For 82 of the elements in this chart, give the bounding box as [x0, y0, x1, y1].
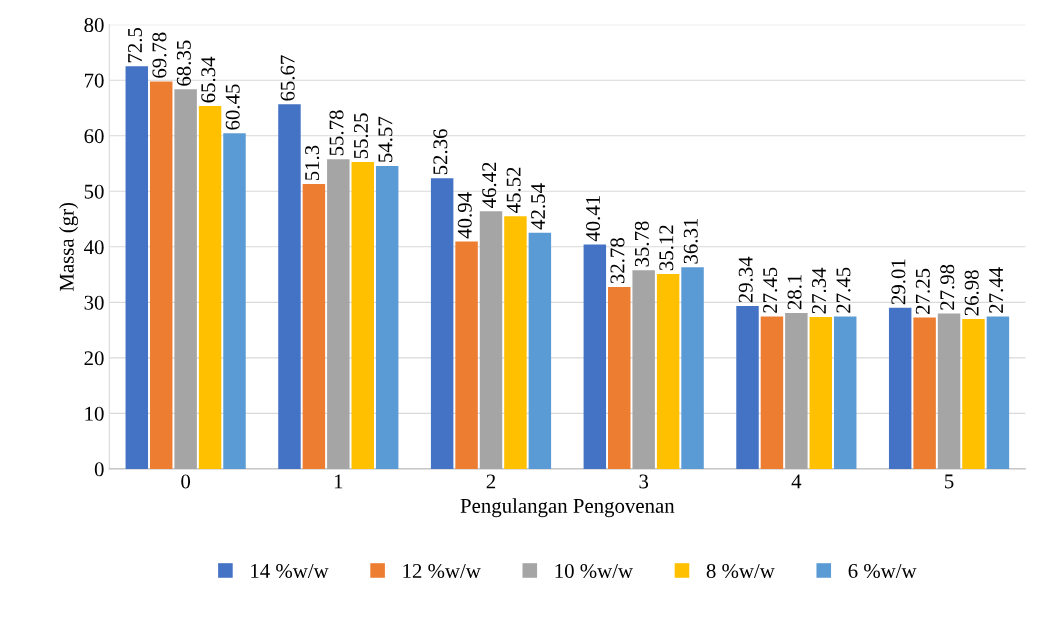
- data-label: 27.45: [763, 267, 778, 313]
- x-tick-label: 0: [181, 474, 191, 489]
- bar: [430, 178, 454, 469]
- bar: [375, 165, 399, 469]
- bar: [351, 162, 374, 469]
- bar: [986, 316, 1010, 469]
- legend-label: 12 %w/w: [403, 563, 481, 579]
- bar: [809, 317, 833, 469]
- data-label: 27.98: [940, 264, 955, 310]
- data-label: 51.3: [305, 145, 320, 181]
- y-tick-label: 30: [84, 295, 104, 310]
- data-label: 27.45: [836, 267, 851, 313]
- x-tick-label: 5: [945, 474, 954, 489]
- data-label: 32.78: [610, 238, 625, 284]
- x-axis-title: Pengulangan Pengovenan: [460, 498, 675, 518]
- legend-label: 8 %w/w: [706, 563, 775, 579]
- bar: [608, 286, 631, 469]
- data-label: 68.35: [176, 40, 191, 86]
- bar: [125, 66, 149, 469]
- data-label: 27.44: [989, 267, 1004, 313]
- data-label: 69.78: [152, 32, 167, 78]
- data-label: 46.42: [482, 162, 497, 208]
- bar: [504, 216, 527, 469]
- y-tick-label: 10: [85, 406, 104, 421]
- y-tick-label: 40: [84, 240, 104, 255]
- bar: [278, 104, 301, 469]
- legend-label: 6 %w/w: [848, 563, 917, 579]
- bar: [174, 89, 197, 469]
- data-label: 65.34: [201, 56, 216, 103]
- bar: [528, 232, 552, 469]
- data-label: 26.98: [964, 270, 979, 316]
- x-tick-label: 3: [639, 474, 649, 489]
- data-label: 36.31: [683, 218, 698, 264]
- bar: [149, 81, 173, 469]
- bar: [632, 270, 655, 469]
- data-label: 40.41: [585, 196, 601, 242]
- data-label: 35.78: [634, 221, 649, 267]
- x-tick-label: 1: [334, 474, 343, 489]
- bar: [937, 313, 961, 469]
- data-label: 52.36: [433, 129, 448, 175]
- bar: [760, 316, 784, 469]
- bar: [327, 159, 350, 469]
- bar: [223, 133, 246, 469]
- x-tick-label: 2: [486, 474, 496, 489]
- bar: [455, 241, 478, 469]
- data-label: 65.67: [280, 55, 295, 101]
- data-label: 27.25: [915, 268, 930, 314]
- bar: [302, 184, 326, 469]
- legend-label: 10 %w/w: [555, 563, 633, 579]
- data-label: 54.57: [378, 116, 393, 162]
- bar: [656, 273, 680, 469]
- data-label: 60.45: [225, 84, 240, 130]
- y-tick-label: 0: [94, 462, 104, 477]
- data-label: 29.34: [738, 256, 753, 303]
- y-tick-label: 60: [84, 129, 104, 144]
- bar: [833, 316, 857, 469]
- data-label: 42.54: [531, 183, 546, 230]
- data-label: 55.78: [329, 110, 344, 156]
- bar: [913, 317, 936, 469]
- bar: [583, 244, 607, 469]
- data-label: 28.1: [787, 274, 802, 310]
- data-label: 72.5: [128, 27, 143, 63]
- y-tick-label: 70: [84, 73, 104, 88]
- bar: [962, 319, 985, 469]
- y-tick-label: 50: [84, 184, 104, 199]
- data-label: 40.94: [457, 192, 472, 239]
- y-tick-label: 80: [84, 18, 104, 33]
- y-tick-label: 20: [84, 351, 104, 366]
- bar: [736, 305, 759, 469]
- x-tick-label: 4: [791, 474, 802, 489]
- bar: [681, 267, 704, 469]
- y-axis-title: Massa (gr): [59, 202, 79, 292]
- bar: [479, 211, 503, 469]
- data-label: 55.25: [353, 113, 369, 159]
- bar: [785, 312, 808, 469]
- data-label: 45.52: [506, 167, 521, 213]
- bar: [888, 307, 912, 469]
- legend-label: 14 %w/w: [251, 563, 329, 579]
- data-label: 29.01: [891, 259, 906, 305]
- data-label: 27.34: [812, 267, 827, 314]
- bar: [198, 106, 222, 469]
- data-label: 35.12: [659, 225, 674, 271]
